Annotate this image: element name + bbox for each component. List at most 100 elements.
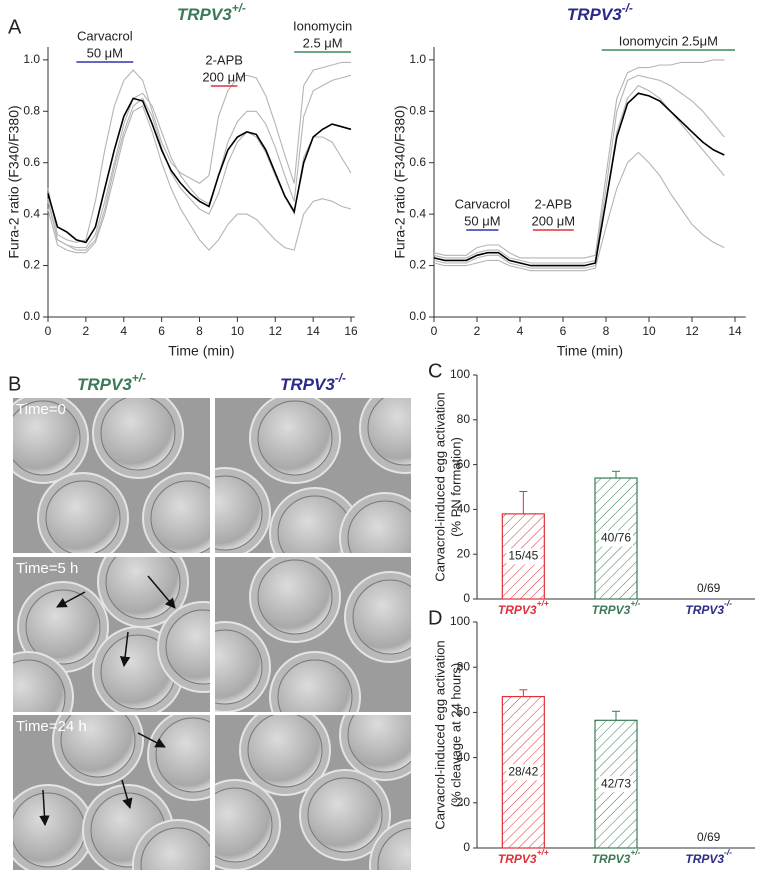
x-tick-label: TRPV3+/- (592, 847, 641, 866)
x-tick-label: TRPV3+/+ (498, 847, 549, 866)
column-title-sup: +/- (132, 371, 146, 385)
y-axis-label: Fura-2 ratio (F340/F380) (6, 105, 22, 258)
annotation: Carvacrol (455, 196, 511, 211)
trace (433, 151, 725, 272)
chart-title-sup: +/- (232, 1, 246, 15)
egg (215, 475, 263, 551)
x-tick-label: 12 (685, 324, 699, 338)
y-tick-label: 1.0 (23, 52, 40, 66)
label-bg (506, 764, 541, 781)
egg (60, 715, 136, 778)
arrow (39, 789, 50, 827)
label-bg (599, 530, 633, 547)
x-tick-label: TRPV3-/- (685, 847, 732, 866)
image (215, 715, 411, 870)
x-tick-label: 10 (231, 324, 245, 338)
egg (352, 579, 411, 655)
label-bg (506, 548, 541, 565)
panel-label: C (428, 360, 442, 382)
trace (47, 61, 351, 243)
trace (433, 84, 725, 269)
x-axis-label: Time (min) (168, 343, 234, 359)
x-tick-label: 4 (517, 324, 524, 338)
chart-title: TRPV3+/- (177, 1, 246, 24)
x-tick-label: 0 (45, 324, 52, 338)
egg (100, 398, 176, 471)
x-tick-label: 4 (120, 324, 127, 338)
column-title: TRPV3-/- (280, 371, 346, 394)
y-tick-label: 0.2 (409, 258, 426, 272)
bar-label: 28/42 (508, 764, 538, 778)
y-tick-label: 40 (457, 750, 471, 764)
y-axis-label: Carvacrol-induced egg activation (432, 640, 447, 829)
chart-title-main: TRPV3 (177, 5, 232, 24)
y-tick-label: 0.0 (409, 309, 426, 323)
x-tick-label-sup: -/- (724, 598, 732, 608)
x-tick-label-main: TRPV3 (592, 603, 631, 617)
y-tick-label: 20 (457, 546, 471, 560)
annotation: 2.5 μM (303, 35, 343, 50)
y-tick-label: 0 (463, 840, 470, 854)
x-tick-label: 12 (269, 324, 283, 338)
bar-label: 40/76 (601, 531, 631, 545)
y-tick-label: 0 (463, 591, 470, 605)
trace (433, 74, 725, 264)
y-axis-label: (% cleavage at 24 hours) (448, 663, 463, 808)
y-tick-label: 60 (457, 457, 471, 471)
y-axis-label: Carvacrol-induced egg activation (432, 392, 447, 581)
egg (150, 480, 210, 553)
y-tick-label: 0.6 (409, 155, 426, 169)
panel-label: B (8, 373, 21, 395)
x-tick-label: 14 (306, 324, 320, 338)
x-tick-label: 6 (560, 324, 567, 338)
x-tick-label: TRPV3+/+ (498, 598, 549, 617)
chart-title-sup: -/- (622, 1, 633, 15)
y-tick-label: 0.6 (23, 155, 40, 169)
egg (257, 400, 333, 476)
x-tick-label: TRPV3-/- (685, 598, 732, 617)
annotation: 200 μM (532, 213, 576, 228)
x-tick-label-sup: +/+ (537, 847, 549, 857)
y-tick-label: 0.2 (23, 258, 40, 272)
column-title-main: TRPV3 (77, 375, 132, 394)
x-tick-label: TRPV3+/- (592, 598, 641, 617)
egg (13, 400, 81, 476)
x-axis-label: Time (min) (557, 343, 623, 359)
x-tick-label-main: TRPV3 (592, 852, 631, 866)
arrow (121, 779, 133, 810)
y-tick-label: 60 (457, 705, 471, 719)
x-tick-label-sup: +/+ (537, 598, 549, 608)
y-tick-label: 20 (457, 795, 471, 809)
egg (140, 827, 210, 870)
trace (433, 59, 725, 259)
bar-label: 15/45 (508, 549, 538, 563)
panel-label: A (8, 16, 22, 38)
y-axis-label: (% PN formation) (448, 437, 463, 537)
image (13, 398, 210, 553)
annotation: 2-APB (535, 196, 573, 211)
egg (25, 589, 101, 665)
x-tick-label-main: TRPV3 (685, 603, 724, 617)
annotation: Ionomycin (293, 18, 352, 33)
panel-label: D (428, 607, 442, 629)
column-title-main: TRPV3 (280, 375, 335, 394)
egg (307, 777, 383, 853)
egg (215, 787, 273, 863)
x-tick-label: 8 (196, 324, 203, 338)
row-label: Time=0 (16, 401, 66, 418)
x-tick-label-main: TRPV3 (685, 852, 724, 866)
column-title: TRPV3+/- (77, 371, 146, 394)
x-tick-label-sup: +/- (630, 598, 640, 608)
arrow (56, 591, 86, 608)
x-tick-label: 10 (642, 324, 656, 338)
x-tick-label-main: TRPV3 (498, 852, 537, 866)
x-tick-label-main: TRPV3 (498, 603, 537, 617)
x-tick-label: 16 (344, 324, 358, 338)
egg (247, 715, 323, 788)
image (215, 557, 411, 712)
annotation: 50 μM (464, 213, 500, 228)
image (13, 715, 210, 870)
trace (433, 92, 725, 267)
image (215, 398, 411, 553)
egg (347, 500, 411, 553)
